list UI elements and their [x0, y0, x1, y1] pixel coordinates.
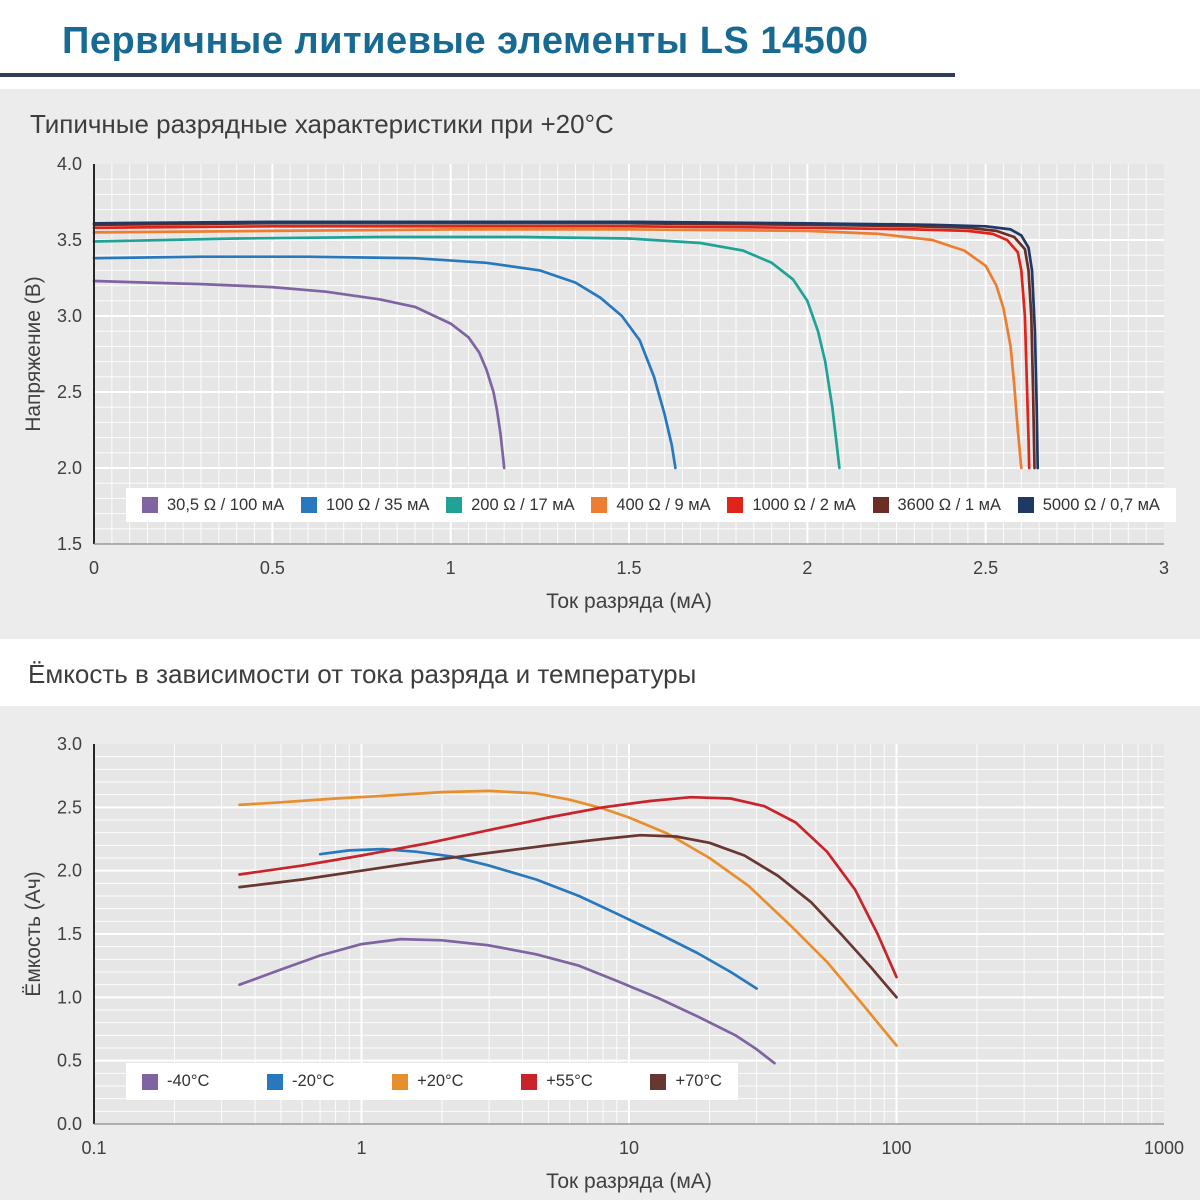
series-line-3: [92, 228, 1023, 470]
page-header: Первичные литиевые элементы LS 14500: [0, 0, 1200, 77]
legend-label: 400 Ω / 9 мА: [616, 495, 711, 514]
y-tick-label: 2.5: [57, 382, 82, 402]
x-tick-label: 1: [446, 558, 456, 578]
y-tick-label: 3.0: [57, 734, 82, 754]
legend-label: 30,5 Ω / 100 мА: [167, 495, 285, 514]
title-underline: [0, 73, 955, 77]
x-tick-label: 0.1: [81, 1138, 106, 1158]
y-tick-label: 2.0: [57, 861, 82, 881]
legend-item: +20°C: [392, 1072, 464, 1091]
series-line-1: [318, 847, 758, 990]
y-axis-title: Ёмкость (Ач): [22, 871, 45, 996]
legend-swatch: [1017, 497, 1034, 513]
series-line-2: [92, 235, 841, 470]
legend-swatch: [142, 1073, 158, 1090]
y-tick-label: 1.0: [57, 987, 82, 1007]
legend-swatch: [872, 497, 889, 513]
legend-swatch: [392, 1073, 409, 1090]
legend-item: -20°C: [267, 1072, 334, 1091]
legend-item: 400 Ω / 9 мА: [591, 495, 711, 515]
chart1-svg: 0 0.5 1 1.5 2 2.5 3 1.5 2.0 2.5 3.0 3.5 4.0 Ток разря…: [22, 154, 1169, 613]
y-tick-label: 3.5: [57, 230, 82, 250]
x-axis-title: Ток разряда (мА): [546, 590, 712, 613]
x-tick-label: 2.5: [973, 558, 998, 578]
x-tick-label: 2: [802, 558, 812, 578]
capacity-section: 0.1 1 10 100 1000 0.0 0.5 1.0 1.5 2.0 2.5 3.0 Ток ра…: [0, 706, 1200, 1200]
x-tick-label: 10: [619, 1138, 639, 1158]
legend-swatch: [267, 1073, 284, 1090]
legend-label: 200 Ω / 17 мА: [471, 495, 575, 514]
x-tick-label: 3: [1159, 558, 1169, 578]
legend-item: 1000 Ω / 2 мА: [727, 496, 856, 515]
discharge-section: Типичные разрядные характеристики при +2…: [0, 89, 1200, 639]
legend-label: -40°C: [167, 1072, 210, 1090]
y-tick-label: 1.5: [57, 924, 82, 944]
chart2-legend: -40°C -20°C +20°C +55°C +70°C: [126, 1063, 738, 1100]
x-tick-label: 100: [881, 1138, 911, 1158]
series-line-3: [238, 795, 898, 979]
discharge-chart: 0 0.5 1 1.5 2 2.5 3 1.5 2.0 2.5 3.0 3.5 4.0 Ток разря…: [14, 150, 1200, 629]
x-tick-label: 1.5: [616, 558, 641, 578]
legend-item: -40°C: [142, 1072, 209, 1091]
legend-item: 30,5 Ω / 100 мА: [142, 496, 284, 515]
y-axis-title: Напряжение (В): [22, 276, 45, 432]
legend-swatch: [521, 1073, 538, 1090]
series-line-0: [238, 937, 776, 1065]
capacity-chart: 0.1 1 10 100 1000 0.0 0.5 1.0 1.5 2.0 2.5 3.0 Ток ра…: [14, 730, 1200, 1199]
y-tick-label: 3.0: [57, 306, 82, 326]
y-tick-label: 4.0: [57, 154, 82, 174]
chart2-svg: 0.1 1 10 100 1000 0.0 0.5 1.0 1.5 2.0 2.5 3.0 Ток ра…: [22, 734, 1184, 1193]
legend-item: 5000 Ω / 0,7 мА: [1017, 495, 1160, 515]
legend-label: +20°C: [417, 1072, 464, 1090]
legend-swatch: [591, 497, 608, 513]
legend-label: 3600 Ω / 1 мА: [897, 495, 1002, 514]
legend-swatch: [727, 497, 744, 513]
legend-label: 100 Ω / 35 мА: [325, 495, 430, 514]
legend-swatch: [650, 1073, 667, 1090]
series-line-4: [238, 833, 898, 999]
chart1-legend: 30,5 Ω / 100 мА 100 Ω / 35 мА 200 Ω / 17 м…: [126, 488, 1176, 522]
x-tick-label: 1: [356, 1138, 366, 1158]
capacity-chart-title: Ёмкость в зависимости от тока разряда и …: [28, 659, 697, 689]
series-line-0: [92, 279, 506, 470]
series-line-4: [92, 224, 1031, 470]
y-tick-label: 2.0: [57, 458, 82, 478]
legend-item: 200 Ω / 17 мА: [446, 496, 575, 515]
y-tick-label: 0.0: [57, 1114, 82, 1134]
legend-item: 3600 Ω / 1 мА: [872, 495, 1002, 515]
page-title: Первичные литиевые элементы LS 14500: [62, 20, 869, 62]
legend-swatch: [446, 497, 463, 513]
legend-item: +70°C: [650, 1072, 722, 1091]
x-tick-label: 0: [89, 558, 99, 578]
legend-item: 100 Ω / 35 мА: [300, 495, 430, 515]
legend-label: 1000 Ω / 2 мА: [752, 495, 856, 514]
legend-label: +55°C: [546, 1072, 593, 1090]
legend-item: +55°C: [521, 1072, 593, 1091]
legend-label: 5000 Ω / 0,7 мА: [1042, 495, 1160, 514]
legend-label: +70°C: [675, 1072, 722, 1090]
legend-label: -20°C: [292, 1072, 335, 1090]
discharge-chart-title: Типичные разрядные характеристики при +2…: [30, 109, 614, 139]
series-line-1: [92, 255, 677, 470]
y-tick-label: 1.5: [57, 534, 82, 554]
series-line-5: [92, 221, 1036, 470]
y-tick-label: 2.5: [57, 797, 82, 817]
y-tick-label: 0.5: [57, 1051, 82, 1071]
legend-swatch: [300, 497, 317, 513]
x-tick-label: 1000: [1144, 1138, 1184, 1158]
legend-swatch: [142, 497, 158, 513]
series-line-6: [92, 220, 1040, 470]
x-axis-title: Ток разряда (мА): [546, 1170, 712, 1193]
x-tick-label: 0.5: [260, 558, 285, 578]
